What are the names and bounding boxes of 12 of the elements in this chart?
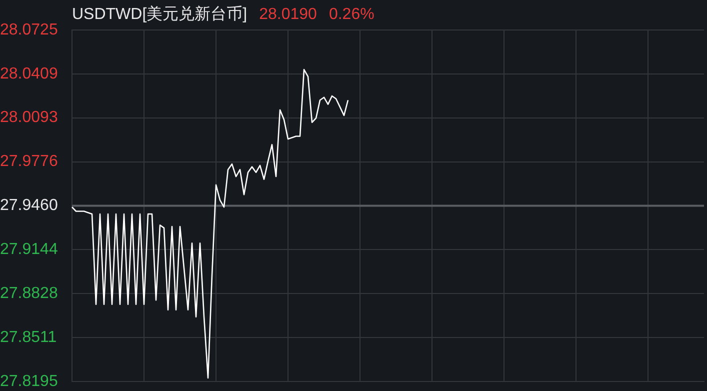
chart-title: USDTWD[美元兑新台币] (72, 6, 248, 23)
text: 28.0190 (259, 6, 317, 23)
y-tick-label: 27.8828 (0, 284, 58, 302)
y-tick-label: 27.9144 (0, 240, 58, 258)
y-tick-label: 27.8195 (0, 372, 58, 390)
y-tick-label: 28.0093 (0, 109, 58, 126)
y-tick-label: 27.9460 (0, 197, 58, 214)
y-tick-label: 27.8511 (0, 328, 57, 346)
text: 0.26% (328, 6, 374, 23)
y-tick-label: 27.9776 (0, 153, 58, 170)
y-tick-label: 28.0725 (0, 21, 58, 38)
y-tick-label: 28.0409 (0, 65, 58, 82)
